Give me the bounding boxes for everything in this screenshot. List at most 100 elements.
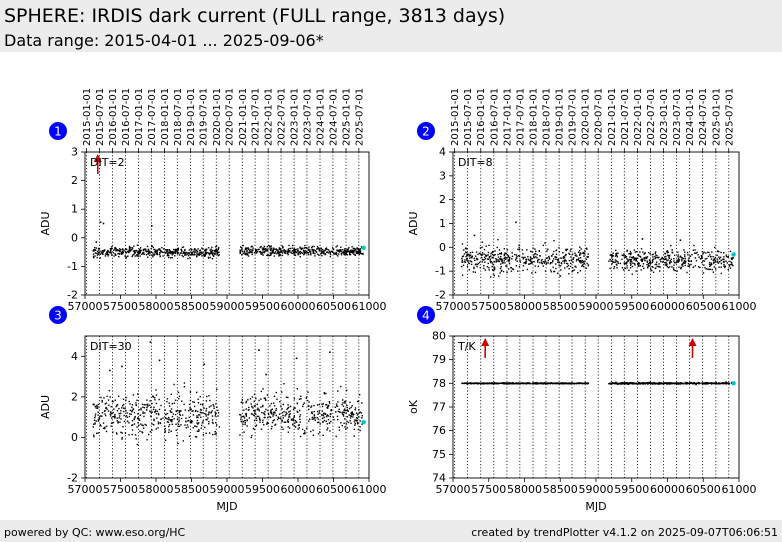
data-point	[487, 258, 489, 260]
data-point	[703, 260, 706, 262]
data-point	[702, 252, 704, 255]
data-point	[637, 264, 640, 266]
data-point	[154, 251, 156, 253]
data-point	[673, 262, 676, 264]
data-point	[181, 254, 183, 257]
data-point	[493, 274, 496, 277]
data-point	[496, 246, 498, 249]
data-point	[100, 396, 102, 399]
data-point	[102, 251, 104, 254]
data-point	[497, 382, 499, 384]
data-point	[192, 414, 195, 416]
y-tick-label: -2	[67, 472, 78, 485]
data-point	[245, 408, 247, 410]
data-point	[168, 252, 170, 254]
data-point	[288, 250, 290, 252]
data-point	[564, 255, 566, 257]
data-point	[217, 254, 219, 257]
data-point	[327, 418, 330, 421]
data-point	[310, 405, 313, 407]
data-point	[497, 238, 499, 241]
data-point	[565, 253, 567, 256]
footer-powered-by[interactable]: powered by QC: www.eso.org/HC	[4, 526, 186, 539]
data-point	[612, 261, 614, 263]
data-point	[469, 257, 471, 259]
data-point	[658, 256, 660, 259]
data-point	[547, 259, 549, 262]
data-point	[141, 424, 143, 426]
data-point	[122, 426, 124, 428]
data-point	[141, 403, 144, 406]
data-point	[170, 419, 172, 421]
data-point	[245, 254, 247, 256]
data-point	[500, 253, 503, 255]
data-point	[575, 382, 577, 385]
data-point	[196, 416, 198, 419]
data-point	[353, 428, 356, 431]
data-point	[247, 252, 250, 254]
data-point	[245, 415, 248, 417]
data-point	[101, 250, 104, 252]
data-point	[350, 412, 352, 415]
data-point	[253, 414, 256, 417]
data-point	[93, 419, 96, 421]
data-point	[652, 382, 654, 385]
date-tick-label: 2021-07-01	[251, 88, 262, 146]
data-point	[147, 251, 150, 254]
data-point	[140, 409, 142, 411]
data-point	[359, 250, 361, 253]
data-point	[205, 253, 208, 255]
data-point	[247, 409, 250, 411]
data-point	[629, 260, 632, 262]
data-point	[615, 260, 618, 262]
data-point	[290, 251, 292, 254]
data-point	[215, 403, 217, 405]
data-point	[469, 260, 472, 262]
data-point	[580, 382, 583, 384]
data-point	[701, 257, 703, 259]
data-point	[710, 264, 712, 266]
data-point	[667, 382, 670, 385]
data-point	[537, 261, 539, 263]
data-point	[646, 264, 648, 266]
date-tick-label: 2019-01-01	[186, 88, 197, 146]
data-point	[267, 422, 270, 425]
data-point	[471, 251, 474, 254]
data-point	[110, 405, 112, 408]
data-point	[355, 248, 357, 251]
data-point	[671, 251, 673, 254]
data-point	[286, 250, 288, 253]
data-point	[359, 429, 361, 432]
data-point	[518, 249, 521, 251]
data-point	[210, 250, 212, 253]
data-point	[351, 250, 353, 253]
data-point	[273, 395, 276, 398]
data-point	[282, 428, 284, 431]
data-point	[481, 383, 483, 385]
data-point	[621, 254, 623, 256]
data-point	[116, 417, 118, 419]
data-point	[94, 248, 96, 251]
data-point-outlier	[203, 363, 206, 366]
data-point	[723, 252, 725, 254]
data-point	[131, 429, 134, 431]
data-point	[730, 263, 732, 266]
data-point	[157, 249, 159, 251]
data-point	[299, 255, 301, 258]
data-point	[341, 252, 344, 254]
data-point	[93, 435, 95, 438]
data-point	[152, 246, 155, 249]
data-point	[579, 259, 582, 262]
data-point	[297, 253, 300, 256]
data-point	[287, 248, 289, 251]
data-point	[168, 425, 170, 428]
data-point	[325, 403, 328, 406]
data-point	[114, 253, 116, 255]
data-point	[92, 250, 95, 252]
data-point	[109, 413, 111, 415]
data-point	[244, 423, 246, 426]
data-point	[311, 418, 314, 420]
data-point	[164, 413, 167, 416]
data-point	[613, 266, 616, 268]
data-point	[356, 420, 358, 422]
